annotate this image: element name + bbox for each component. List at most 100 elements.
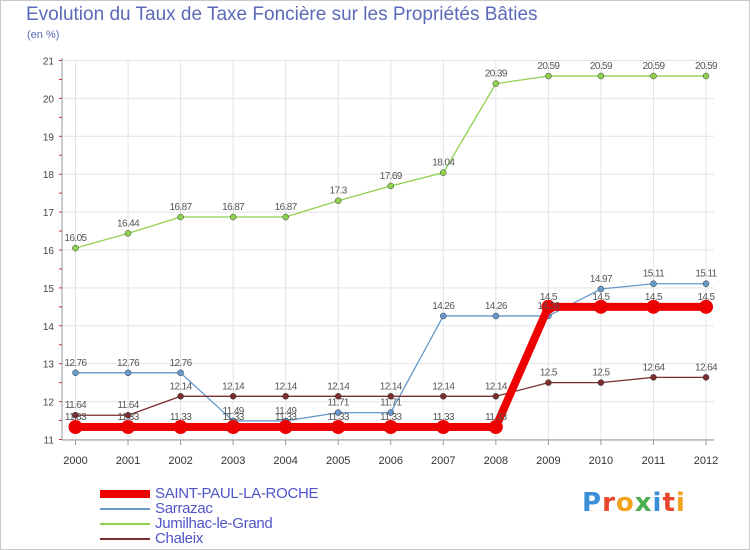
logo-letter: x [634, 488, 653, 518]
data-label: 11.33 [117, 412, 139, 423]
data-point [229, 393, 237, 400]
y-tick-label: 19 [43, 132, 55, 143]
x-tick-label: 2010 [589, 455, 613, 467]
data-label: 20.59 [590, 61, 613, 72]
data-label: 16.87 [275, 202, 298, 213]
data-label: 11.64 [117, 400, 139, 411]
data-label: 11.71 [328, 398, 350, 409]
chart-subtitle: (en %) [27, 29, 60, 41]
data-label: 14.5 [645, 292, 663, 303]
data-label: 11.33 [65, 412, 87, 423]
y-tick-label: 13 [43, 360, 55, 371]
y-tick-label: 21 [43, 57, 55, 68]
logo-letter: t [662, 488, 676, 518]
x-tick-label: 2001 [116, 455, 140, 467]
legend-item: Sarrazac [100, 500, 360, 517]
data-point [387, 393, 394, 400]
y-tick-label: 18 [43, 170, 55, 181]
legend-label: Jumilhac-le-Grand [155, 515, 273, 532]
data-point [488, 419, 503, 434]
data-label: 14.5 [697, 292, 715, 303]
data-point [334, 197, 342, 204]
data-label: 16.05 [64, 233, 87, 244]
data-point [702, 72, 710, 80]
data-point [650, 280, 657, 287]
data-label: 11.64 [65, 400, 87, 411]
data-point [702, 280, 710, 287]
data-point [177, 369, 184, 377]
y-tick-label: 11 [44, 436, 55, 447]
legend-swatch [100, 508, 150, 510]
legend-item: Jumilhac-le-Grand [100, 515, 360, 532]
data-point [383, 419, 398, 434]
data-label: 17.69 [380, 171, 403, 182]
data-label: 12.76 [170, 358, 193, 369]
data-label: 15.11 [695, 269, 717, 280]
data-label: 12.5 [592, 368, 610, 379]
data-point [331, 419, 346, 434]
data-point [440, 393, 447, 400]
legend: SAINT-PAUL-LA-ROCHE Sarrazac Jumilhac-le-G… [100, 485, 360, 547]
logo-letter: i [652, 488, 663, 518]
grid [62, 60, 714, 440]
data-label: 15.11 [643, 269, 665, 280]
x-tick-label: 2004 [273, 455, 297, 467]
axes: 11 12 13 14 15 16 17 18 19 20 21 2000 2001 2002 2003 20… [43, 57, 718, 468]
data-point [121, 419, 136, 434]
data-label: 12.14 [327, 381, 350, 392]
data-label: 18.04 [432, 158, 455, 169]
data-point [72, 411, 79, 419]
proxiti-logo: Proxiti [582, 488, 686, 518]
x-tick-label: 2003 [221, 455, 245, 467]
data-point [334, 409, 342, 416]
data-point [229, 213, 237, 221]
x-tick-label: 2000 [63, 455, 87, 467]
data-label: 20.59 [695, 61, 718, 72]
y-tick-label: 17 [43, 208, 55, 219]
data-point [334, 393, 342, 400]
data-label: 14.97 [590, 274, 613, 285]
data-point [124, 411, 132, 419]
data-point [177, 393, 184, 400]
data-point [72, 369, 79, 377]
data-label: 11.33 [380, 412, 402, 423]
data-label: 11.33 [275, 412, 297, 423]
data-point [278, 419, 293, 434]
data-labels: 16.05 16.44 16.87 16.87 16.87 17.3 17.69 18.04 2… [64, 61, 718, 423]
data-label: 14.26 [432, 301, 455, 312]
data-point [124, 369, 132, 377]
data-label: 17.3 [330, 186, 348, 197]
data-label: 12.14 [380, 381, 403, 392]
x-tick-label: 2002 [168, 455, 192, 467]
y-tick-label: 16 [43, 246, 55, 257]
data-label: 12.14 [432, 381, 455, 392]
data-label: 11.33 [485, 412, 507, 423]
data-label: 12.64 [642, 362, 665, 373]
y-tick-label: 15 [43, 284, 55, 295]
x-tick-label: 2005 [326, 455, 350, 467]
data-point [597, 379, 605, 386]
data-label: 16.44 [117, 218, 140, 229]
data-point [173, 419, 188, 434]
legend-item: SAINT-PAUL-LA-ROCHE [100, 485, 360, 502]
data-point [282, 393, 289, 400]
data-label: 11.33 [222, 412, 244, 423]
legend-label: Sarrazac [155, 500, 213, 517]
legend-swatch [100, 523, 150, 525]
data-point [387, 182, 394, 190]
data-label: 20.59 [642, 61, 665, 72]
data-point [72, 244, 79, 252]
data-point [597, 285, 605, 293]
data-label: 14.5 [592, 292, 610, 303]
data-label: 12.14 [222, 381, 245, 392]
data-point [597, 72, 605, 80]
data-label: 12.14 [275, 381, 298, 392]
data-label: 11.49 [222, 406, 244, 417]
data-point [492, 393, 500, 400]
x-tick-label: 2006 [379, 455, 403, 467]
data-label: 11.49 [275, 406, 297, 417]
data-point [68, 419, 83, 434]
chart-title: Evolution du Taux de Taxe Foncière sur l… [26, 4, 538, 25]
